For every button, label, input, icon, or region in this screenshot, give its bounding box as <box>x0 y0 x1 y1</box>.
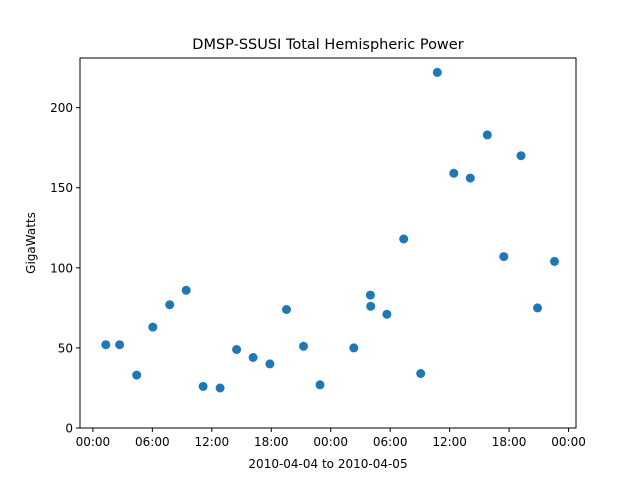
data-point <box>265 359 275 369</box>
data-point <box>465 173 475 183</box>
data-point <box>382 309 392 319</box>
x-tick-label: 00:00 <box>313 435 348 449</box>
y-axis-label: GigaWatts <box>24 212 38 274</box>
data-point <box>215 383 225 393</box>
data-point <box>232 345 242 354</box>
x-axis-ticks: 00:00 06:00 12:00 18:00 00:00 06:00 12:00 18:00… <box>76 428 586 449</box>
data-point <box>148 322 158 332</box>
data-point <box>198 381 208 391</box>
x-tick-label: 18:00 <box>492 435 527 449</box>
x-tick-label: 06:00 <box>135 435 170 449</box>
data-point <box>432 67 442 77</box>
data-point <box>349 343 359 353</box>
y-tick-label: 50 <box>58 341 73 355</box>
chart-title: DMSP-SSUSI Total Hemispheric Power <box>192 37 463 53</box>
data-point <box>181 285 191 295</box>
plot-frame <box>79 57 577 429</box>
data-point <box>165 300 175 310</box>
y-tick-label: 100 <box>50 261 73 275</box>
data-point <box>482 130 492 140</box>
x-tick-label: 00:00 <box>551 435 586 449</box>
data-point <box>366 301 376 311</box>
data-points <box>101 67 559 393</box>
x-tick-label: 18:00 <box>254 435 289 449</box>
y-tick-label: 150 <box>50 181 73 195</box>
x-axis-label: 2010-04-04 to 2010-04-05 <box>248 457 407 471</box>
data-point <box>533 303 542 313</box>
y-tick-label: 200 <box>50 101 73 115</box>
data-point <box>101 340 111 350</box>
data-point <box>115 340 125 350</box>
data-point <box>282 305 291 314</box>
y-tick-label: 0 <box>65 422 73 436</box>
data-point <box>550 256 559 266</box>
data-point <box>399 234 409 244</box>
data-point <box>449 168 459 178</box>
data-point <box>299 341 308 351</box>
x-tick-label: 12:00 <box>195 435 230 449</box>
data-point <box>416 369 426 378</box>
data-point <box>248 353 258 362</box>
data-point <box>315 380 325 390</box>
data-point <box>365 290 375 300</box>
data-point <box>516 151 526 161</box>
data-point <box>499 252 509 262</box>
data-point <box>132 370 142 380</box>
x-tick-label: 00:00 <box>76 435 111 449</box>
x-tick-label: 06:00 <box>373 435 408 449</box>
x-tick-label: 12:00 <box>432 435 467 449</box>
y-axis-ticks: 0 50 100 150 200 <box>50 101 80 436</box>
